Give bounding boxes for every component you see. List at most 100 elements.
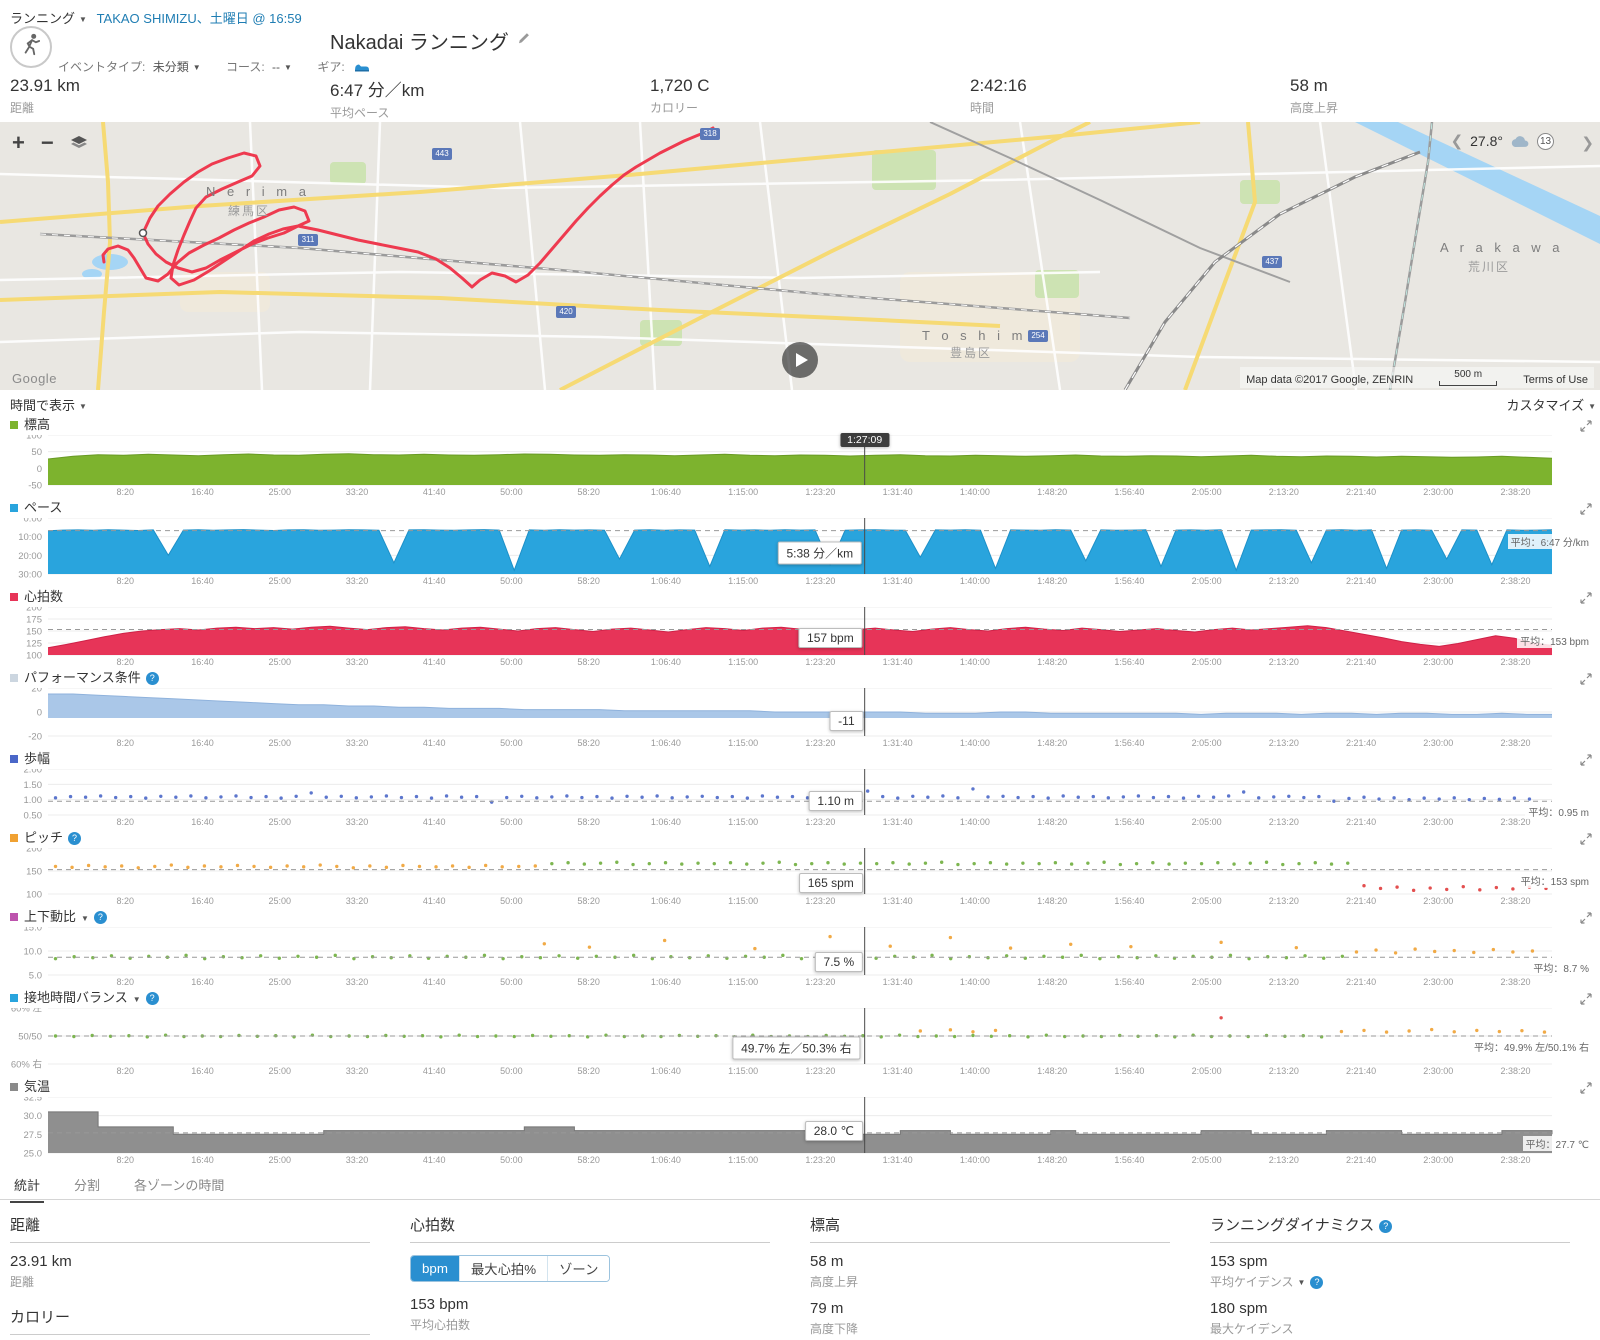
help-icon[interactable]: ?: [1379, 1219, 1393, 1233]
help-icon[interactable]: ?: [68, 832, 82, 846]
svg-text:10:00: 10:00: [18, 532, 42, 543]
time-display-dropdown[interactable]: 時間で表示 ▼: [10, 398, 87, 413]
stats-section-title: 距離: [10, 1217, 41, 1234]
summary-stat: 58 m 高度上昇: [1280, 76, 1600, 121]
svg-text:1:23:20: 1:23:20: [805, 576, 835, 586]
svg-text:2:30:00: 2:30:00: [1423, 738, 1453, 748]
terms-link[interactable]: Terms of Use: [1523, 374, 1588, 386]
weather-widget: ❮ 27.8° 13: [1451, 132, 1554, 150]
chevron-down-icon[interactable]: ▼: [132, 995, 141, 1004]
gear-icon: [354, 61, 370, 75]
expand-icon[interactable]: [1580, 1080, 1592, 1100]
expand-icon[interactable]: [1580, 501, 1592, 521]
weather-prev-icon[interactable]: ❮: [1450, 133, 1464, 150]
weather-next-icon[interactable]: ❯: [1581, 135, 1594, 152]
course-dropdown[interactable]: コース: -- ▼: [226, 60, 295, 74]
svg-text:20:00: 20:00: [18, 551, 42, 562]
help-icon[interactable]: ?: [93, 911, 107, 925]
svg-text:1:15:00: 1:15:00: [728, 487, 758, 497]
stats-section-header: 距離: [10, 1214, 370, 1243]
chart-plot-gct-balance[interactable]: 60% 左 50/50 60% 右 8:20 16:40 25:00 33:20 41:40 5…: [0, 1008, 1600, 1077]
playback-button[interactable]: [782, 342, 818, 378]
chart-pace: ペース 0:00 10:00 20:00 30:00 8:20 16:40 25:00 33:2…: [0, 498, 1600, 587]
svg-text:2:05:00: 2:05:00: [1192, 817, 1222, 827]
chart-plot-performance-condition[interactable]: 20 0 -20 8:20 16:40 25:00 33:20 41:40 50:00 58:20…: [0, 688, 1600, 749]
chart-plot-cadence[interactable]: 200 150 100 8:20 16:40 25:00 33:20 41:40 50:00 58…: [0, 848, 1600, 907]
chart-header-stride-length: 歩幅: [0, 749, 1600, 769]
svg-text:41:40: 41:40: [423, 1066, 446, 1076]
svg-text:2:38:20: 2:38:20: [1501, 738, 1531, 748]
chart-plot-elevation[interactable]: 100 50 0 -50 8:20 16:40 25:00 33:20 41:40 50:00 58…: [0, 433, 1600, 498]
svg-text:25:00: 25:00: [268, 1066, 291, 1076]
help-icon[interactable]: ?: [145, 992, 159, 1006]
legend-swatch: [10, 755, 18, 763]
road-shield: 311: [298, 234, 318, 246]
summary-stat: 6:47 分／km 平均ペース: [320, 76, 640, 121]
svg-text:1:15:00: 1:15:00: [728, 1155, 758, 1165]
svg-text:1:06:40: 1:06:40: [651, 738, 681, 748]
edit-title-icon[interactable]: [517, 31, 531, 50]
svg-text:58:20: 58:20: [577, 738, 600, 748]
chart-plot-heart-rate[interactable]: 200 175 150 125 100 8:20 16:40 25:00 33:20 41:40 5…: [0, 607, 1600, 668]
svg-text:15.0: 15.0: [24, 927, 43, 934]
cursor-tooltip: 49.7% 左／50.3% 右: [732, 1036, 861, 1060]
zoom-out-button[interactable]: −: [40, 130, 54, 155]
expand-icon[interactable]: [1580, 671, 1592, 691]
svg-text:16:40: 16:40: [191, 977, 214, 987]
toggle-最大心拍%[interactable]: 最大心拍%: [458, 1256, 548, 1281]
svg-text:175: 175: [26, 615, 42, 626]
svg-text:1.00: 1.00: [24, 795, 43, 806]
svg-text:50:00: 50:00: [500, 576, 523, 586]
svg-text:1:06:40: 1:06:40: [651, 487, 681, 497]
layers-icon[interactable]: [70, 135, 88, 151]
svg-text:2:13:20: 2:13:20: [1269, 487, 1299, 497]
svg-text:1:06:40: 1:06:40: [651, 896, 681, 906]
help-icon[interactable]: ?: [145, 672, 159, 686]
svg-text:33:20: 33:20: [346, 487, 369, 497]
toggle-ゾーン[interactable]: ゾーン: [547, 1256, 610, 1281]
stats-section-header: 心拍数: [410, 1214, 770, 1243]
gear-selector[interactable]: ギア:: [317, 60, 370, 74]
svg-text:1:48:20: 1:48:20: [1037, 738, 1067, 748]
help-icon[interactable]: ?: [1310, 1276, 1324, 1290]
svg-text:16:40: 16:40: [191, 576, 214, 586]
event-type-dropdown[interactable]: イベントタイプ: 未分類 ▼: [58, 60, 204, 74]
expand-icon[interactable]: [1580, 590, 1592, 610]
activity-type-dropdown[interactable]: ランニング ▼: [10, 11, 91, 26]
svg-text:1:15:00: 1:15:00: [728, 576, 758, 586]
expand-icon[interactable]: [1580, 752, 1592, 772]
svg-text:2:13:20: 2:13:20: [1269, 576, 1299, 586]
svg-text:1:40:00: 1:40:00: [960, 977, 990, 987]
chart-plot-temperature[interactable]: 32.5 30.0 27.5 25.0 8:20 16:40 25:00 33:20 41:40…: [0, 1097, 1600, 1166]
expand-icon[interactable]: [1580, 418, 1592, 438]
stat-label: 最大ケイデンス: [1210, 1322, 1294, 1336]
summary-stat-label: 平均ペース: [330, 106, 390, 120]
svg-text:1:56:40: 1:56:40: [1114, 657, 1144, 667]
svg-text:2:30:00: 2:30:00: [1423, 817, 1453, 827]
chart-plot-vertical-ratio[interactable]: 15.0 10.0 5.0 8:20 16:40 25:00 33:20 41:40 50:00…: [0, 927, 1600, 988]
chart-plot-pace[interactable]: 0:00 10:00 20:00 30:00 8:20 16:40 25:00 33:20 41…: [0, 518, 1600, 587]
zoom-in-button[interactable]: +: [12, 130, 25, 155]
svg-text:50:00: 50:00: [500, 977, 523, 987]
svg-text:58:20: 58:20: [577, 1155, 600, 1165]
svg-text:25:00: 25:00: [268, 977, 291, 987]
customize-button[interactable]: カスタマイズ ▼: [1506, 398, 1596, 413]
weather-temp: 27.8°: [1470, 133, 1503, 149]
tab-分割[interactable]: 分割: [74, 1178, 101, 1193]
svg-text:2:30:00: 2:30:00: [1423, 977, 1453, 987]
chart-vertical-ratio: 上下動比 ▼? 15.0 10.0 5.0 8:20 16:40 25:00 33:20 41:4…: [0, 907, 1600, 988]
expand-icon[interactable]: [1580, 991, 1592, 1011]
chevron-down-icon[interactable]: ▼: [81, 914, 89, 923]
expand-icon[interactable]: [1580, 910, 1592, 930]
map-canvas[interactable]: N e r i m a 練馬区 T o s h i m a 豊島区 A r a k a …: [0, 122, 1600, 390]
chart-plot-stride-length[interactable]: 2.00 1.50 1.00 0.50 8:20 16:40 25:00 33:20 41:40…: [0, 769, 1600, 828]
tab-統計[interactable]: 統計: [10, 1166, 45, 1203]
expand-icon[interactable]: [1580, 831, 1592, 851]
chevron-down-icon[interactable]: ▼: [1297, 1278, 1306, 1288]
stats-column: 心拍数 bpm 最大心拍% ゾーン 153 bpm 平均心拍数: [400, 1214, 800, 1340]
svg-text:1:40:00: 1:40:00: [960, 738, 990, 748]
user-date-link[interactable]: TAKAO SHIMIZU、土曜日 @ 16:59: [96, 11, 302, 26]
toggle-bpm[interactable]: bpm: [411, 1256, 459, 1281]
tab-各ゾーンの時間[interactable]: 各ゾーンの時間: [134, 1178, 225, 1193]
summary-stat-value: 6:47 分／km: [330, 81, 425, 100]
